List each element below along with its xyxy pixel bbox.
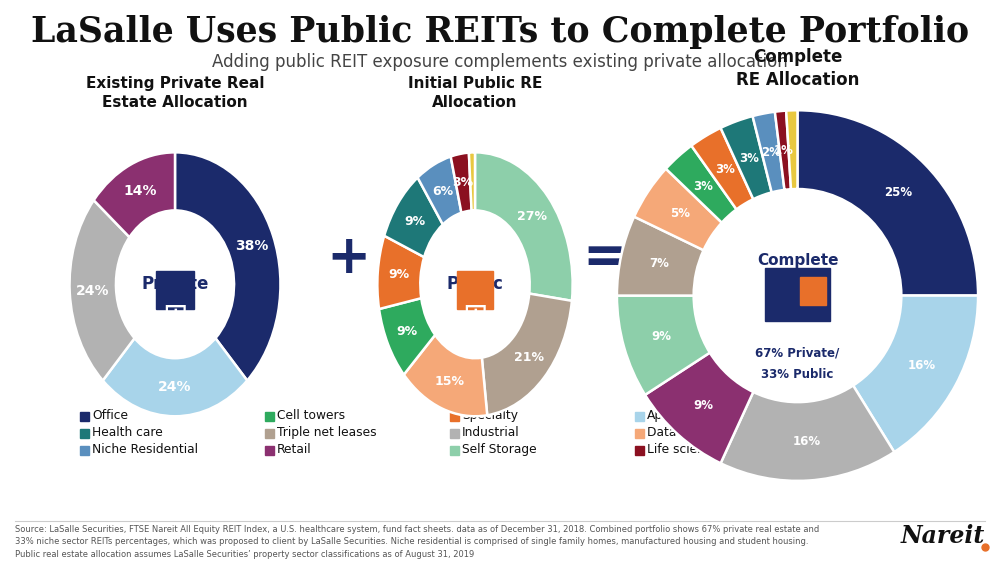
- Bar: [635, 428, 644, 437]
- Bar: [800, 277, 826, 305]
- Text: 27%: 27%: [517, 210, 547, 223]
- Text: 33% Public: 33% Public: [761, 368, 834, 381]
- Bar: [635, 445, 644, 454]
- Wedge shape: [94, 153, 175, 237]
- Text: 9%: 9%: [389, 268, 410, 281]
- Text: Health care: Health care: [92, 426, 163, 439]
- Text: 16%: 16%: [792, 435, 820, 448]
- Text: +: +: [326, 232, 370, 284]
- Text: ⊞: ⊞: [462, 301, 488, 330]
- Wedge shape: [634, 169, 722, 250]
- Text: Data Centers: Data Centers: [647, 426, 728, 439]
- Bar: [765, 268, 830, 321]
- Text: 9%: 9%: [651, 330, 671, 343]
- Text: 38%: 38%: [235, 239, 268, 253]
- Bar: [80, 412, 89, 421]
- Wedge shape: [617, 217, 704, 296]
- Wedge shape: [482, 293, 572, 415]
- Wedge shape: [753, 111, 784, 193]
- Text: Source: LaSalle Securities, FTSE Nareit All Equity REIT Index, a U.S. healthcare: Source: LaSalle Securities, FTSE Nareit …: [15, 525, 819, 559]
- Text: 6%: 6%: [432, 185, 453, 198]
- Text: Office: Office: [92, 409, 128, 422]
- Text: Life sciences: Life sciences: [647, 443, 726, 456]
- Bar: [80, 428, 89, 437]
- Wedge shape: [377, 236, 424, 309]
- Text: 3%: 3%: [694, 180, 713, 193]
- Text: 25%: 25%: [884, 186, 912, 199]
- Text: Adding public REIT exposure complements existing private allocation: Adding public REIT exposure complements …: [212, 53, 788, 71]
- Text: 67% Private/: 67% Private/: [755, 347, 840, 360]
- Wedge shape: [721, 386, 894, 481]
- Text: 7%: 7%: [649, 257, 669, 270]
- Wedge shape: [451, 153, 472, 213]
- Bar: [80, 445, 89, 454]
- Text: Complete: Complete: [757, 253, 838, 269]
- Bar: [457, 271, 493, 310]
- Text: 24%: 24%: [76, 284, 110, 298]
- Title: Complete
RE Allocation: Complete RE Allocation: [736, 48, 859, 88]
- Wedge shape: [798, 110, 978, 296]
- Text: 16%: 16%: [908, 359, 936, 372]
- Bar: [450, 445, 459, 454]
- Text: =: =: [583, 232, 627, 284]
- Text: Triple net leases: Triple net leases: [277, 426, 377, 439]
- Text: Industrial: Industrial: [462, 426, 520, 439]
- Text: Nareit: Nareit: [901, 524, 985, 548]
- Text: 9%: 9%: [693, 399, 713, 412]
- Wedge shape: [475, 153, 573, 301]
- Text: Retail: Retail: [277, 443, 312, 456]
- Wedge shape: [786, 110, 798, 189]
- Bar: [265, 445, 274, 454]
- Text: Self Storage: Self Storage: [462, 443, 537, 456]
- Wedge shape: [853, 296, 978, 452]
- Text: 3%: 3%: [715, 163, 735, 176]
- Wedge shape: [691, 128, 753, 209]
- Text: 24%: 24%: [158, 380, 192, 394]
- Bar: [156, 271, 194, 310]
- Wedge shape: [70, 200, 135, 381]
- Text: Cell towers: Cell towers: [277, 409, 345, 422]
- Text: 14%: 14%: [123, 184, 157, 198]
- Title: Existing Private Real
Estate Allocation: Existing Private Real Estate Allocation: [86, 76, 264, 110]
- Wedge shape: [404, 335, 487, 416]
- Wedge shape: [175, 153, 280, 381]
- Text: 1%: 1%: [774, 144, 794, 157]
- Bar: [450, 412, 459, 421]
- Wedge shape: [103, 338, 247, 416]
- Wedge shape: [775, 111, 791, 190]
- Wedge shape: [617, 296, 710, 395]
- Title: Initial Public RE
Allocation: Initial Public RE Allocation: [408, 76, 542, 110]
- Text: 2%: 2%: [761, 146, 781, 159]
- Text: 5%: 5%: [670, 207, 690, 220]
- Text: 3%: 3%: [453, 176, 474, 189]
- Bar: [450, 428, 459, 437]
- Text: 9%: 9%: [397, 324, 418, 338]
- Text: 21%: 21%: [514, 351, 544, 364]
- Wedge shape: [384, 177, 443, 257]
- Text: Private: Private: [141, 275, 209, 293]
- Text: Apartments: Apartments: [647, 409, 719, 422]
- Wedge shape: [469, 153, 475, 211]
- Text: 9%: 9%: [404, 215, 425, 227]
- Text: LaSalle Uses Public REITs to Complete Portfolio: LaSalle Uses Public REITs to Complete Po…: [31, 15, 969, 49]
- Text: Niche Residential: Niche Residential: [92, 443, 198, 456]
- Wedge shape: [418, 157, 461, 225]
- Text: Specialty: Specialty: [462, 409, 518, 422]
- Wedge shape: [379, 298, 435, 374]
- Wedge shape: [645, 352, 753, 463]
- Wedge shape: [666, 146, 736, 222]
- Bar: [265, 412, 274, 421]
- Bar: [265, 428, 274, 437]
- Text: ⊞: ⊞: [162, 301, 188, 330]
- Text: Public: Public: [447, 275, 503, 293]
- Wedge shape: [721, 116, 772, 199]
- Text: 15%: 15%: [434, 374, 464, 388]
- Text: 3%: 3%: [739, 152, 759, 165]
- Bar: [635, 412, 644, 421]
